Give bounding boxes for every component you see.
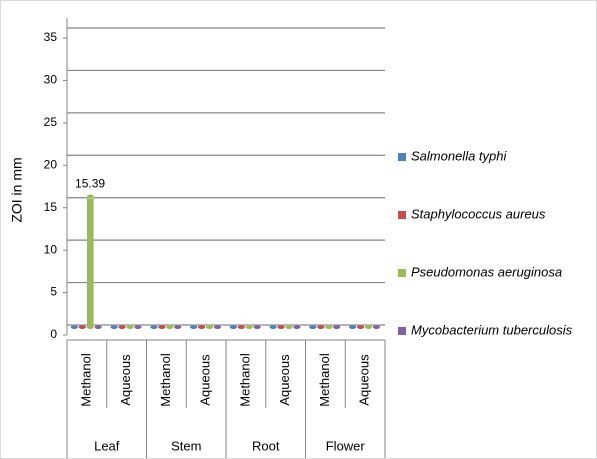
bar-base <box>317 325 325 329</box>
y-axis-label: ZOI in mm <box>9 157 25 222</box>
x-tick-label: Methanol <box>158 353 173 407</box>
bar-base <box>277 325 285 329</box>
bar <box>86 196 94 327</box>
bar-base <box>110 325 118 329</box>
bar-base <box>94 325 102 329</box>
bar-base <box>237 325 245 329</box>
bar-base <box>213 325 222 329</box>
y-tick-label: 5 <box>50 285 57 299</box>
bar-base <box>325 325 333 329</box>
bar-base <box>245 325 253 329</box>
bar-base <box>197 325 206 329</box>
bar-base <box>158 325 166 329</box>
bar-base <box>309 325 317 329</box>
bar-base <box>285 325 293 329</box>
bar-base <box>205 325 214 329</box>
bar-base <box>174 325 182 329</box>
bar-base <box>166 325 174 329</box>
x-tick-label: Methanol <box>78 353 93 407</box>
x-tick-label: Methanol <box>317 353 332 407</box>
y-tick-label: 35 <box>44 30 58 44</box>
bar-base <box>333 325 341 329</box>
bar-cap <box>86 194 95 199</box>
legend-swatch <box>398 153 406 161</box>
x-tick-label: Aqueous <box>277 354 292 406</box>
x-tick-label: Aqueous <box>357 354 372 406</box>
bar-base <box>349 325 357 329</box>
bar-base <box>293 325 301 329</box>
legend-label: Staphylococcus aureus <box>411 206 546 221</box>
legend-swatch <box>398 211 406 219</box>
group-label: Root <box>252 438 280 453</box>
y-tick-label: 30 <box>44 73 58 87</box>
x-tick-label: Aqueous <box>198 354 213 406</box>
legend-swatch <box>398 327 406 335</box>
bar-base <box>126 325 134 329</box>
y-tick-label: 15 <box>44 200 58 214</box>
bar-base <box>70 325 78 329</box>
bar-base <box>86 325 94 329</box>
bar-base <box>150 325 158 329</box>
x-tick-label: Aqueous <box>118 354 133 406</box>
bar-base <box>134 325 142 329</box>
legend-label: Pseudomonas aeruginosa <box>411 264 562 279</box>
group-label: Flower <box>326 438 366 453</box>
bar-base <box>269 325 277 329</box>
group-label: Stem <box>171 438 201 453</box>
group-label: Leaf <box>94 438 120 453</box>
bar-base <box>78 325 86 329</box>
bar-base <box>253 325 261 329</box>
bar-base <box>364 325 373 329</box>
bar-base <box>356 325 365 329</box>
y-tick-label: 0 <box>50 327 57 341</box>
bar-base <box>229 325 237 329</box>
legend-label: Salmonella typhi <box>411 148 507 163</box>
x-tick-label: Methanol <box>237 353 252 407</box>
data-label: 15.39 <box>75 177 105 191</box>
bar-base <box>190 325 198 329</box>
legend-swatch <box>398 269 406 277</box>
y-tick-label: 20 <box>44 157 58 171</box>
bar-base <box>118 325 126 329</box>
legend-label: Mycobacterium tuberculosis <box>411 322 573 337</box>
y-tick-label: 10 <box>44 242 58 256</box>
y-tick-label: 25 <box>44 115 58 129</box>
bar-base <box>372 325 381 329</box>
